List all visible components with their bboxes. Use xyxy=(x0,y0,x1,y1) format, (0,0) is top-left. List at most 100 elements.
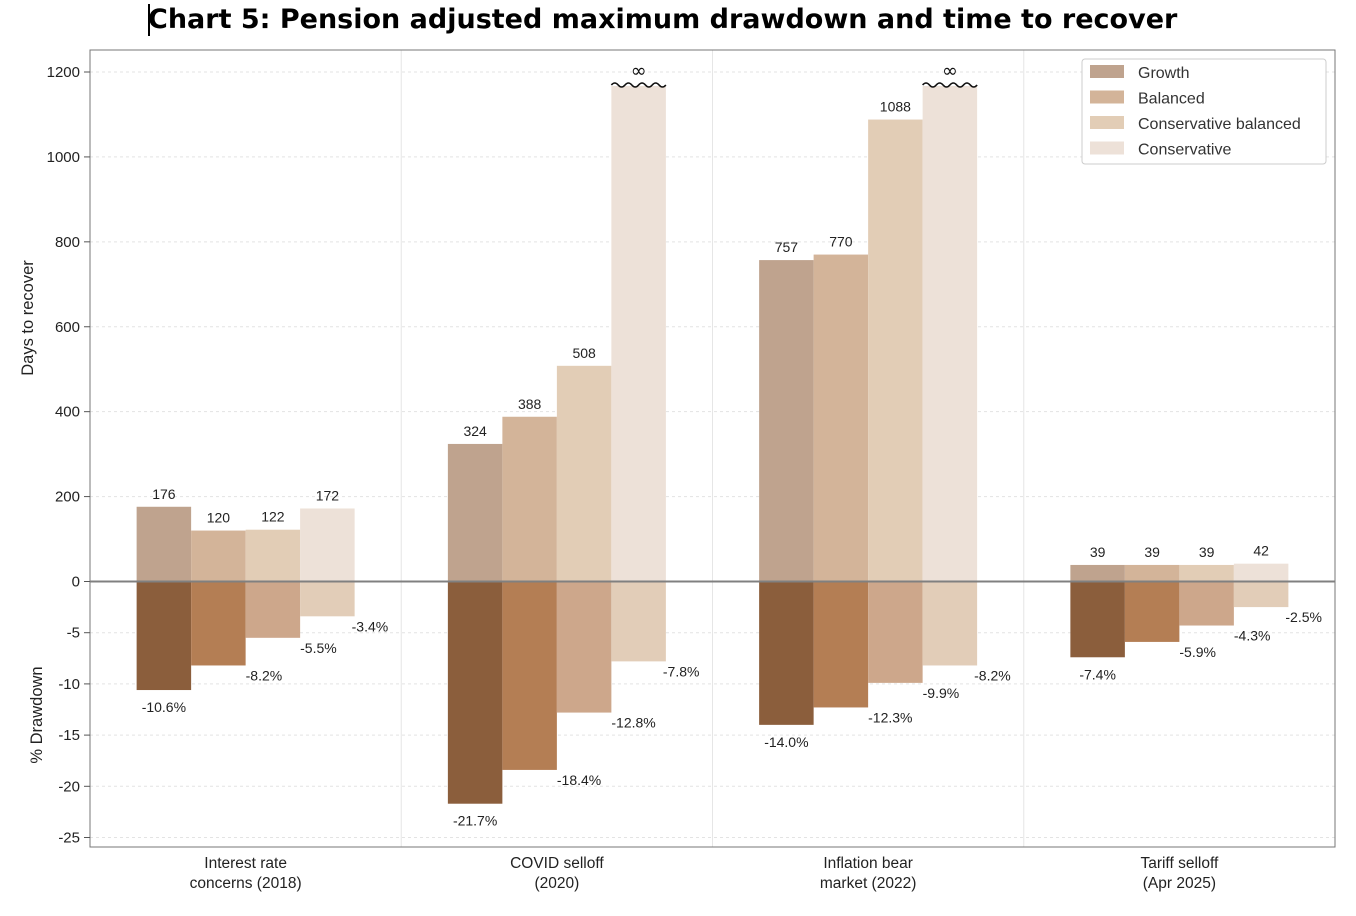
y-axis-title-lower: % Drawdown xyxy=(28,666,46,763)
category-label: Tariff selloff xyxy=(1140,855,1219,872)
legend-swatch xyxy=(1090,90,1124,104)
category-label: Interest rate xyxy=(204,855,287,872)
bar-days xyxy=(759,260,814,582)
category-label: concerns (2018) xyxy=(190,875,302,892)
bar-days xyxy=(245,529,301,582)
drawdown-label: -4.3% xyxy=(1234,628,1271,644)
bar-drawdown xyxy=(868,581,923,683)
drawdown-label: -7.4% xyxy=(1079,666,1116,682)
y-tick-label: 800 xyxy=(55,234,80,251)
bar-drawdown xyxy=(1179,581,1234,626)
bar-days xyxy=(556,365,612,582)
days-label: 122 xyxy=(261,509,285,525)
bar-days xyxy=(1233,563,1289,582)
bar-days xyxy=(191,530,246,582)
drawdown-label: -3.4% xyxy=(352,618,389,634)
y-tick-label: 1000 xyxy=(47,149,80,166)
y-tick-label: 600 xyxy=(55,319,80,336)
bar-days xyxy=(868,119,923,582)
days-label: 120 xyxy=(207,510,231,526)
legend-swatch xyxy=(1090,141,1124,155)
y-tick-label: -15 xyxy=(58,727,80,744)
text-cursor xyxy=(148,4,150,36)
category-label: (Apr 2025) xyxy=(1143,875,1216,892)
drawdown-label: -7.8% xyxy=(663,663,700,679)
drawdown-label: -21.7% xyxy=(453,813,497,829)
days-label: 39 xyxy=(1144,544,1160,560)
bar-days-infinite xyxy=(922,86,978,582)
drawdown-label: -2.5% xyxy=(1285,609,1322,625)
gridlines xyxy=(90,50,1335,847)
drawdown-label: -10.6% xyxy=(142,699,186,715)
bar-drawdown xyxy=(191,581,246,666)
data-labels: 176 -10.6% 120 -8.2% 122 -5.5% 172 -3.4% 324 -21.… xyxy=(142,60,1322,829)
days-label: 176 xyxy=(152,486,176,502)
plot-frame xyxy=(89,49,1336,848)
legend-box xyxy=(1081,58,1327,165)
bar-days xyxy=(1070,564,1125,582)
bar-drawdown xyxy=(136,581,192,691)
y-tick-label: 400 xyxy=(55,404,80,421)
drawdown-label: -12.8% xyxy=(611,715,655,731)
y-tick-label: 1200 xyxy=(47,64,80,81)
drawdown-label: -5.9% xyxy=(1179,644,1216,660)
y-tick-label: -25 xyxy=(58,830,80,847)
y-axis-title-upper: Days to recover xyxy=(19,260,37,376)
days-label: 42 xyxy=(1253,543,1269,559)
days-label: 324 xyxy=(463,423,487,439)
bar-drawdown xyxy=(300,581,355,617)
days-label: 508 xyxy=(572,345,596,361)
axis-break-line xyxy=(922,82,978,88)
legend-label: Conservative xyxy=(1138,142,1231,159)
drawdown-label: -8.2% xyxy=(246,667,283,683)
drawdown-label: -12.3% xyxy=(868,709,912,725)
days-label: 39 xyxy=(1199,544,1215,560)
category-label: COVID selloff xyxy=(510,855,604,872)
bar-days xyxy=(813,254,869,582)
days-label: 1088 xyxy=(880,99,911,115)
drawdown-label: -5.5% xyxy=(300,640,337,656)
bars xyxy=(136,82,1289,804)
bar-drawdown xyxy=(245,581,301,638)
y-tick-label: -5 xyxy=(67,625,80,642)
days-label: ∞ xyxy=(631,60,647,82)
days-label: 770 xyxy=(829,234,853,250)
bar-drawdown xyxy=(502,581,557,770)
bar-drawdown xyxy=(611,581,666,662)
category-label: Inflation bear xyxy=(823,855,913,872)
drawdown-label: -8.2% xyxy=(974,667,1011,683)
bar-days xyxy=(1124,564,1180,582)
bar-days-infinite xyxy=(611,86,666,582)
bar-drawdown xyxy=(759,581,814,725)
category-label: market (2022) xyxy=(820,875,916,892)
category-labels: Interest rate concerns (2018) COVID sellof… xyxy=(190,855,1219,892)
legend-label: Conservative balanced xyxy=(1138,116,1301,133)
drawdown-label: -9.9% xyxy=(923,685,960,701)
bar-days xyxy=(502,416,557,582)
bar-drawdown xyxy=(1124,581,1180,642)
legend-label: Balanced xyxy=(1138,91,1205,108)
bar-drawdown xyxy=(813,581,869,708)
chart-title: Chart 5: Pension adjusted maximum drawdo… xyxy=(148,4,1178,35)
legend-label: Growth xyxy=(1138,65,1190,82)
drawdown-label: -18.4% xyxy=(557,772,601,788)
drawdown-label: -14.0% xyxy=(764,734,808,750)
days-label: 388 xyxy=(518,396,542,412)
bar-days xyxy=(447,443,503,582)
bar-days xyxy=(136,506,192,582)
bar-drawdown xyxy=(1233,581,1289,608)
days-label: ∞ xyxy=(942,60,958,82)
days-label: 39 xyxy=(1090,544,1106,560)
bar-days xyxy=(1179,564,1234,582)
y-tick-label: 200 xyxy=(55,489,80,506)
bar-drawdown xyxy=(556,581,612,713)
bar-drawdown xyxy=(922,581,978,666)
y-tick-label: -10 xyxy=(58,676,80,693)
category-label: (2020) xyxy=(534,875,579,892)
bar-drawdown xyxy=(447,581,503,804)
y-tick-label: -20 xyxy=(58,778,80,795)
days-label: 757 xyxy=(775,239,799,255)
y-tick-label: 0 xyxy=(72,574,80,591)
bar-days xyxy=(300,508,355,582)
